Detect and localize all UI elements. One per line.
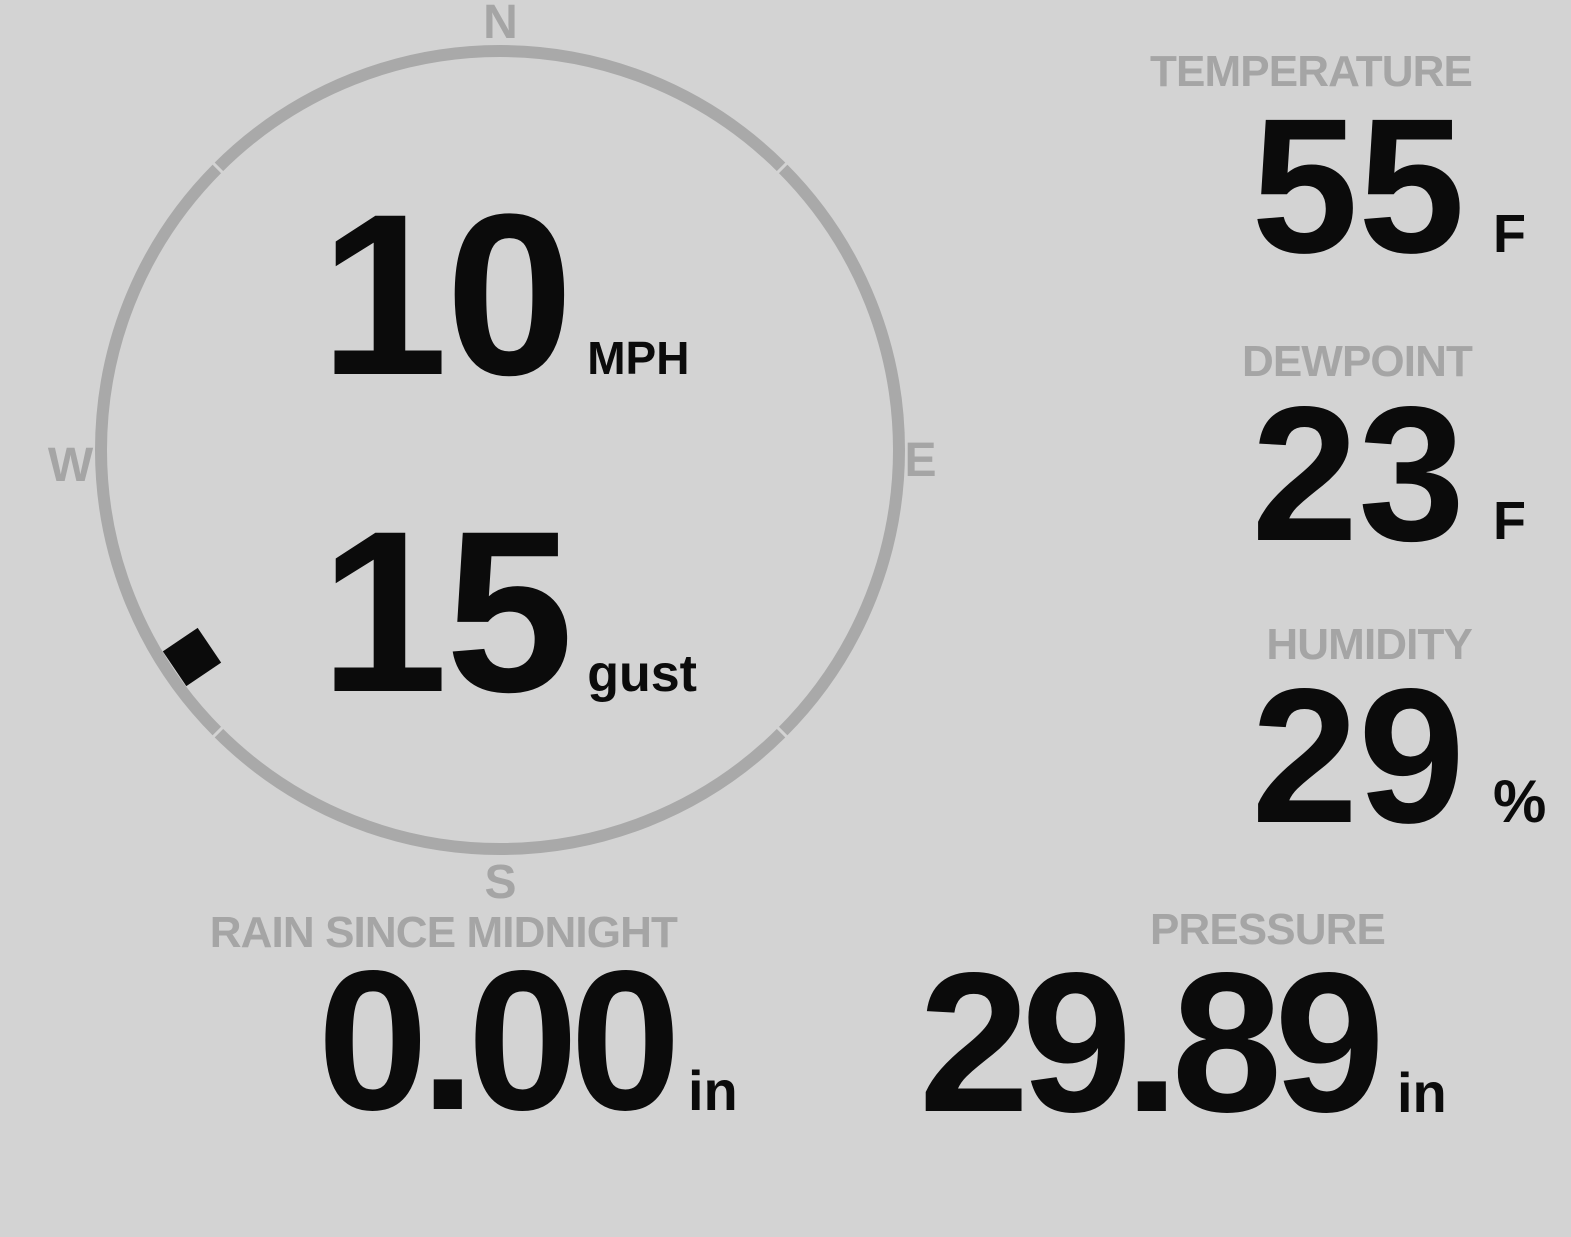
compass-label-north: N xyxy=(483,0,518,49)
pressure-unit: in xyxy=(1397,1061,1447,1124)
pressure-value: 29.89 xyxy=(918,932,1385,1154)
dewpoint-value: 23 xyxy=(1251,366,1465,581)
wind-gust-readout: 15 gust xyxy=(320,497,697,727)
temperature-value: 55 xyxy=(1251,78,1465,293)
compass-label-south: S xyxy=(484,856,516,909)
wind-speed-readout: 10 MPH xyxy=(320,180,689,410)
dewpoint-unit: F xyxy=(1493,491,1526,551)
compass-label-west: W xyxy=(47,439,93,492)
rain-unit: in xyxy=(688,1059,738,1122)
wind-gust-value: 15 xyxy=(320,483,574,740)
humidity-unit: % xyxy=(1493,768,1547,835)
temperature-label: TEMPERATURE xyxy=(1150,47,1473,96)
humidity-value: 29 xyxy=(1251,648,1465,863)
humidity-label: HUMIDITY xyxy=(1266,620,1473,669)
compass-label-east: E xyxy=(904,434,936,487)
wind-speed-unit: MPH xyxy=(587,332,690,384)
pressure-label: PRESSURE xyxy=(1149,905,1386,954)
rain-value: 0.00 xyxy=(317,930,681,1152)
wind-gust-unit: gust xyxy=(587,645,697,703)
wind-speed-value: 10 xyxy=(320,166,574,423)
rain-label: RAIN SINCE MIDNIGHT xyxy=(209,908,678,957)
temperature-unit: F xyxy=(1493,204,1526,264)
dewpoint-label: DEWPOINT xyxy=(1241,337,1473,386)
